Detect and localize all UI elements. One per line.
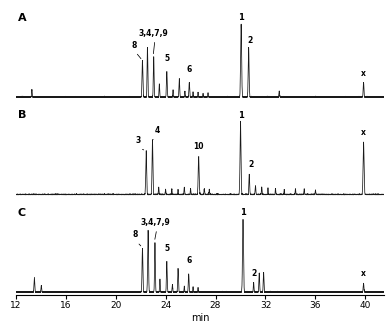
Text: x: x [361,269,366,278]
Text: x: x [361,69,366,77]
Text: 6: 6 [186,256,191,265]
Text: x: x [361,128,366,137]
Text: 2: 2 [247,36,252,45]
Text: 5: 5 [164,244,169,253]
Text: 1: 1 [238,111,243,120]
Text: 1: 1 [240,208,246,217]
Text: 8: 8 [132,41,137,50]
Text: 1: 1 [238,13,244,22]
Text: 2: 2 [252,269,257,278]
Text: 4: 4 [154,126,160,135]
Text: A: A [18,12,26,23]
Text: 10: 10 [193,142,204,151]
Text: 6: 6 [187,65,192,74]
Text: 2: 2 [248,159,253,169]
Text: B: B [18,110,26,120]
Text: 8: 8 [133,230,138,239]
Text: 5: 5 [164,54,169,63]
Text: C: C [18,208,25,217]
Text: 3,4,7,9: 3,4,7,9 [141,218,171,227]
X-axis label: min: min [191,313,209,322]
Text: 3,4,7,9: 3,4,7,9 [138,29,168,37]
Text: 3: 3 [136,136,141,145]
